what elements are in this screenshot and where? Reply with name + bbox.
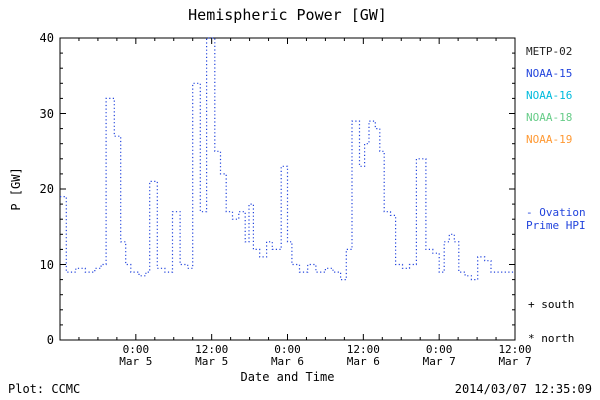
plot-title: Hemispheric Power [GW] xyxy=(188,6,387,24)
x-tick-date: Mar 7 xyxy=(498,355,532,368)
x-tick-label-4: 12:00 Mar 6 xyxy=(333,344,393,368)
legend-item-noaa-19: NOAA-19 xyxy=(526,133,573,146)
x-tick-date: Mar 6 xyxy=(346,355,380,368)
axis-ticks xyxy=(60,37,516,341)
x-tick-label-1: 0:00 Mar 5 xyxy=(106,344,166,368)
x-tick-time: 0:00 xyxy=(122,343,150,356)
hpi-series-path xyxy=(60,37,515,281)
y-tick-label-0: 0 xyxy=(46,333,54,347)
x-tick-date: Mar 7 xyxy=(422,355,456,368)
y-tick-label-40: 40 xyxy=(39,31,54,45)
x-tick-label-3: 0:00 Mar 6 xyxy=(258,344,318,368)
x-tick-date: Mar 5 xyxy=(195,355,229,368)
x-tick-time: 12:00 xyxy=(346,343,380,356)
x-axis-label: Date and Time xyxy=(240,370,335,384)
legend-ovation-prime-hpi: - Ovation Prime HPI xyxy=(526,206,586,232)
legend-item-noaa-16: NOAA-16 xyxy=(526,89,573,102)
legend-item-noaa-18: NOAA-18 xyxy=(526,111,573,124)
legend-item-noaa-15: NOAA-15 xyxy=(526,67,573,80)
legend-item-metp-02: METP-02 xyxy=(526,45,573,58)
x-tick-time: 0:00 xyxy=(425,343,453,356)
x-tick-label-6: 12:00 Mar 7 xyxy=(485,344,545,368)
footer-plot-source: Plot: CCMC xyxy=(8,382,81,396)
ovation-line2: Prime HPI xyxy=(526,219,586,232)
legend-marker-south: + south xyxy=(528,298,575,311)
x-tick-time: 0:00 xyxy=(274,343,301,356)
x-tick-label-5: 0:00 Mar 7 xyxy=(409,344,469,368)
footer-timestamp: 2014/03/07 12:35:09 xyxy=(454,382,592,396)
x-tick-date: Mar 6 xyxy=(270,355,305,368)
ovation-line1: - Ovation xyxy=(526,206,586,219)
y-tick-label-30: 30 xyxy=(39,106,54,121)
x-tick-date: Mar 5 xyxy=(119,355,153,368)
y-tick-label-10: 10 xyxy=(39,257,54,272)
axes-box xyxy=(59,37,516,341)
legend-marker-north: * north xyxy=(528,332,575,345)
x-tick-label-2: 12:00 Mar 5 xyxy=(182,344,242,368)
x-tick-time: 12:00 xyxy=(195,343,229,356)
y-tick-label-20: 20 xyxy=(39,182,54,196)
x-tick-time: 12:00 xyxy=(498,343,532,356)
